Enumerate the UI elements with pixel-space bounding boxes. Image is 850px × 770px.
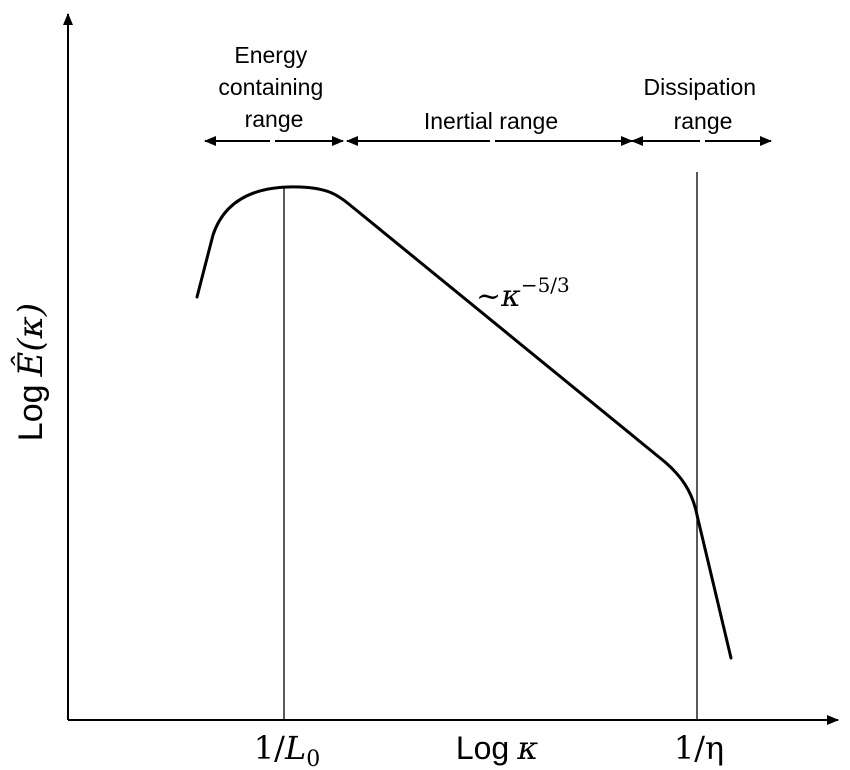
integral-scale-tick-sub: 0 xyxy=(306,747,320,770)
y-axis-label: Log Ê(κ) xyxy=(10,303,51,441)
x-axis-label-prefix: Log xyxy=(456,730,509,766)
slope-annotation: ~κ−5/3 xyxy=(476,273,570,314)
x-axis-label: Log κ xyxy=(456,729,538,767)
inertial-range-label: Inertial range xyxy=(424,108,558,134)
dissipation-range-label: Dissipation range xyxy=(644,74,763,134)
integral-scale-tick-var: L xyxy=(284,729,306,767)
slope-annotation-exponent: −5/3 xyxy=(521,273,570,297)
energy-containing-range-label: Energy containing range xyxy=(218,42,329,132)
energy-containing-label-line-1: Energy xyxy=(234,42,307,68)
energy-containing-label-line-3: range xyxy=(245,106,304,132)
y-axis-label-prefix: Log xyxy=(12,384,50,441)
dissipation-label-line-1: Dissipation xyxy=(644,74,757,100)
integral-scale-tick-num: 1/ xyxy=(254,729,285,767)
svg-text:LogÊ(κ): Log Ê(κ) xyxy=(10,303,51,441)
x-axis-label-symbol: κ xyxy=(516,729,538,767)
y-axis-label-symbol: Ê(κ) xyxy=(10,303,51,378)
kolmogorov-scale-tick-label: 1/η xyxy=(674,729,724,767)
integral-scale-tick-label: 1/L0 xyxy=(254,729,320,770)
dissipation-label-line-2: range xyxy=(674,108,733,134)
energy-containing-label-line-2: containing xyxy=(218,74,323,100)
slope-annotation-base: ~κ xyxy=(476,279,521,314)
energy-spectrum-curve xyxy=(195,185,733,660)
